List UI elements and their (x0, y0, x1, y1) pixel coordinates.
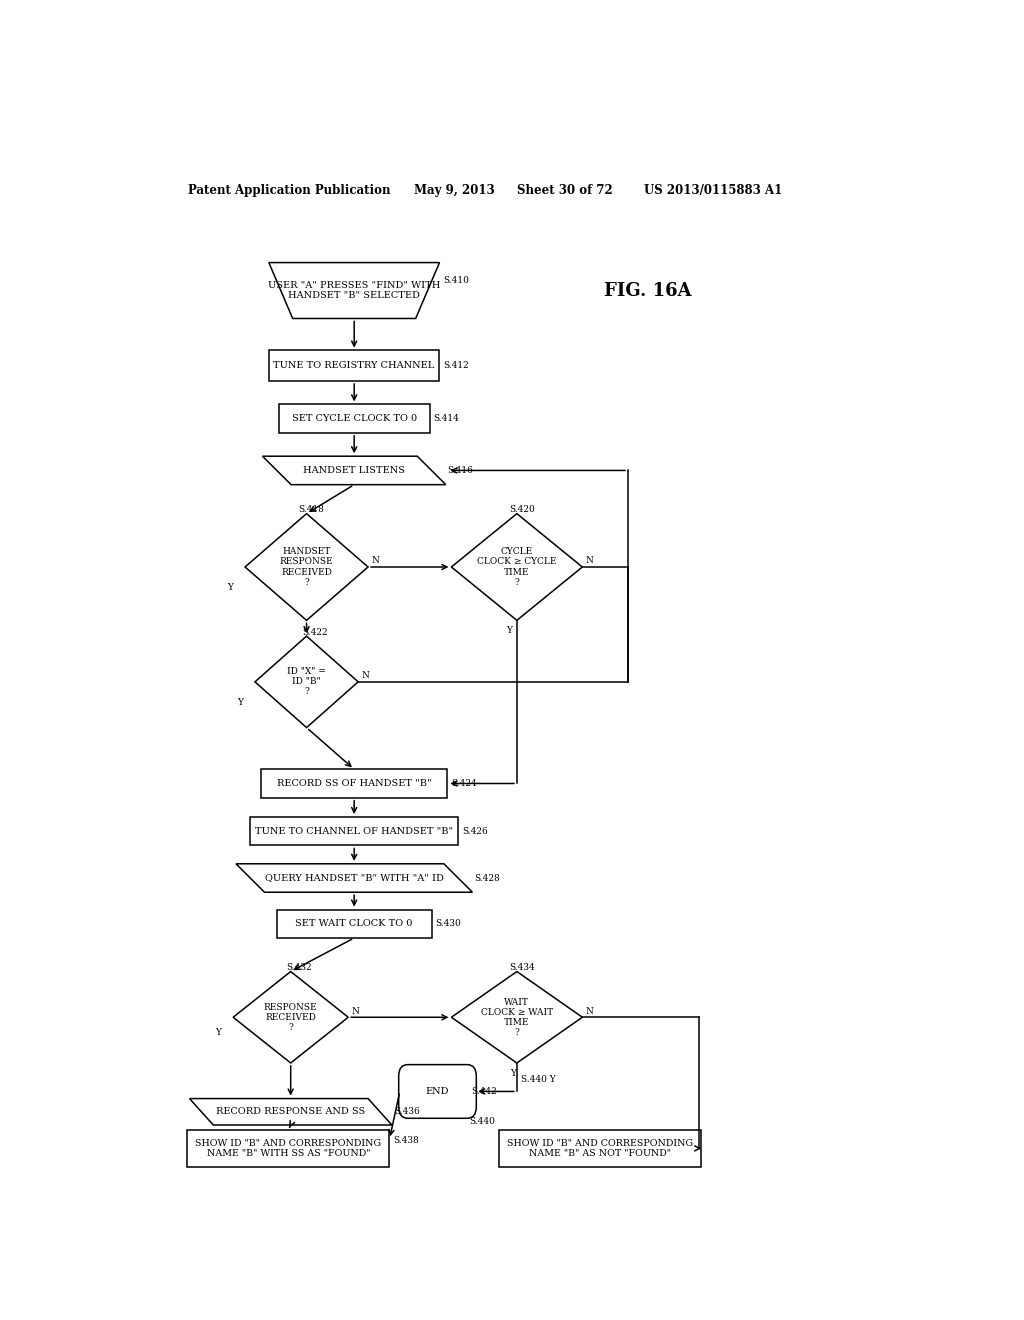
Text: S.442: S.442 (471, 1086, 497, 1096)
Text: S.434: S.434 (509, 964, 535, 972)
Text: Patent Application Publication: Patent Application Publication (187, 185, 390, 198)
Bar (279, 404, 430, 433)
Text: Y: Y (215, 1028, 221, 1038)
Text: N: N (361, 672, 370, 680)
Text: S.440: S.440 (469, 1118, 495, 1126)
Text: S.440 Y: S.440 Y (521, 1074, 556, 1084)
Text: S.422: S.422 (303, 627, 329, 636)
Text: TUNE TO REGISTRY CHANNEL: TUNE TO REGISTRY CHANNEL (273, 362, 435, 370)
Text: N: N (351, 1007, 359, 1015)
FancyBboxPatch shape (398, 1065, 476, 1118)
Text: May 9, 2013: May 9, 2013 (414, 185, 495, 198)
Text: S.418: S.418 (299, 506, 325, 513)
Text: Sheet 30 of 72: Sheet 30 of 72 (517, 185, 612, 198)
Text: Y: Y (227, 583, 233, 591)
Text: S.426: S.426 (462, 826, 487, 836)
Text: TUNE TO CHANNEL OF HANDSET "B": TUNE TO CHANNEL OF HANDSET "B" (255, 826, 454, 836)
Text: US 2013/0115883 A1: US 2013/0115883 A1 (644, 185, 782, 198)
Polygon shape (189, 1098, 392, 1125)
Text: S.438: S.438 (393, 1135, 419, 1144)
Bar (269, 351, 439, 381)
Bar (261, 770, 447, 797)
Text: S.416: S.416 (447, 466, 473, 475)
Text: RESPONSE
RECEIVED
?: RESPONSE RECEIVED ? (264, 1003, 317, 1032)
Text: S.410: S.410 (443, 276, 469, 285)
Text: Y: Y (506, 626, 512, 635)
Text: WAIT
CLOCK ≥ WAIT
TIME
?: WAIT CLOCK ≥ WAIT TIME ? (481, 998, 553, 1036)
Text: CYCLE
CLOCK ≥ CYCLE
TIME
?: CYCLE CLOCK ≥ CYCLE TIME ? (477, 548, 557, 586)
Text: SET CYCLE CLOCK TO 0: SET CYCLE CLOCK TO 0 (292, 414, 417, 424)
Text: ID "X" =
ID "B"
?: ID "X" = ID "B" ? (287, 668, 326, 697)
Text: S.428: S.428 (474, 874, 500, 883)
Text: SET WAIT CLOCK TO 0: SET WAIT CLOCK TO 0 (296, 919, 413, 928)
Bar (276, 909, 431, 939)
Polygon shape (269, 263, 439, 318)
Text: Y: Y (238, 698, 243, 706)
Text: S.432: S.432 (287, 964, 312, 972)
Text: Y: Y (510, 1069, 516, 1077)
Text: S.414: S.414 (433, 414, 460, 424)
Text: S.436: S.436 (394, 1107, 420, 1117)
Bar (187, 1130, 389, 1167)
Text: SHOW ID "B" AND CORRESPONDING
NAME "B" AS NOT "FOUND": SHOW ID "B" AND CORRESPONDING NAME "B" A… (507, 1139, 693, 1158)
Text: END: END (426, 1086, 450, 1096)
Polygon shape (245, 513, 368, 620)
Polygon shape (262, 457, 445, 484)
Text: RECORD SS OF HANDSET "B": RECORD SS OF HANDSET "B" (276, 779, 431, 788)
Text: USER "A" PRESSES "FIND" WITH
HANDSET "B" SELECTED: USER "A" PRESSES "FIND" WITH HANDSET "B"… (268, 281, 440, 300)
Polygon shape (452, 513, 583, 620)
Bar (250, 817, 458, 846)
Text: S.430: S.430 (435, 919, 461, 928)
Polygon shape (233, 972, 348, 1063)
Polygon shape (452, 972, 583, 1063)
Text: N: N (372, 557, 379, 565)
Text: HANDSET LISTENS: HANDSET LISTENS (303, 466, 406, 475)
Text: S.424: S.424 (452, 779, 477, 788)
Text: SHOW ID "B" AND CORRESPONDING
NAME "B" WITH SS AS "FOUND": SHOW ID "B" AND CORRESPONDING NAME "B" W… (196, 1139, 381, 1158)
Text: FIG. 16A: FIG. 16A (604, 281, 692, 300)
Polygon shape (255, 636, 358, 727)
Text: QUERY HANDSET "B" WITH "A" ID: QUERY HANDSET "B" WITH "A" ID (265, 874, 443, 883)
Text: S.420: S.420 (509, 506, 535, 513)
Text: N: N (586, 1007, 593, 1015)
Polygon shape (236, 863, 472, 892)
Bar (499, 1130, 701, 1167)
Text: HANDSET
RESPONSE
RECEIVED
?: HANDSET RESPONSE RECEIVED ? (280, 548, 334, 586)
Text: N: N (586, 557, 593, 565)
Text: RECORD RESPONSE AND SS: RECORD RESPONSE AND SS (216, 1107, 366, 1117)
Text: S.412: S.412 (443, 362, 469, 370)
